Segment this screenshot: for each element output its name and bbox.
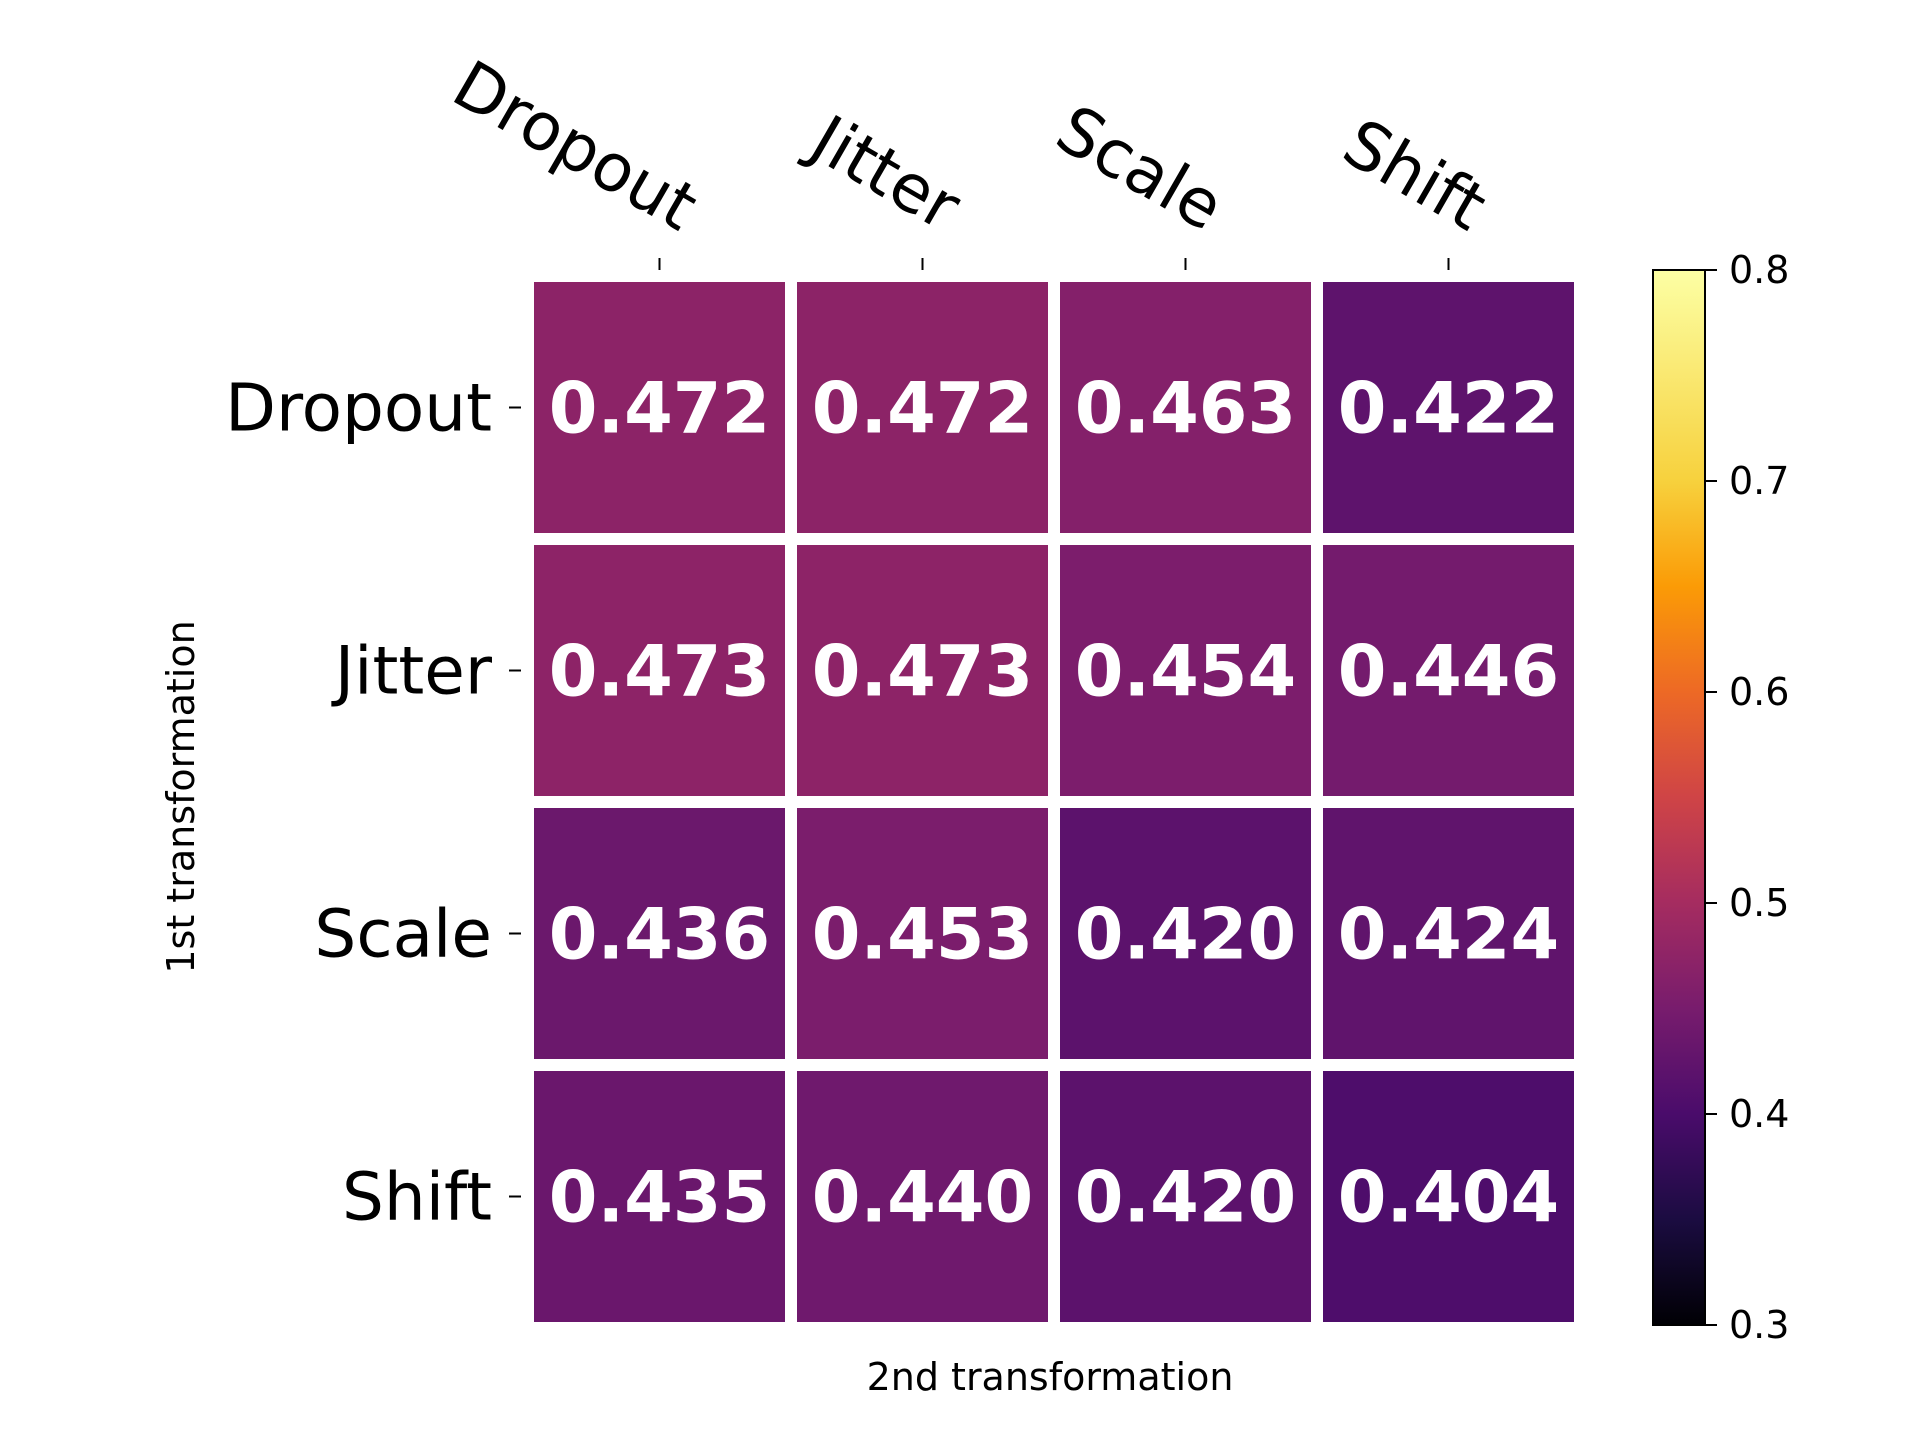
heatmap-cell xyxy=(534,1071,785,1322)
y-axis: Dropout Jitter Scale Shift xyxy=(225,370,521,1236)
cell-value-label: 0.454 xyxy=(1075,631,1296,713)
heatmap-cell xyxy=(797,808,1048,1059)
heatmap-cell xyxy=(534,808,785,1059)
cell-value-label: 0.436 xyxy=(549,894,770,976)
colorbar-gradient xyxy=(1652,269,1706,1326)
heatmap-cell-labels: 0.472 0.472 0.463 0.422 0.473 0.473 0.454 0.446… xyxy=(549,368,1559,1239)
heatmap-cell xyxy=(797,1071,1048,1322)
heatmap-cell xyxy=(797,545,1048,796)
heatmap-cell xyxy=(1060,808,1311,1059)
heatmap-cell xyxy=(1060,545,1311,796)
cell-value-label: 0.404 xyxy=(1338,1157,1559,1239)
cell-value-label: 0.435 xyxy=(549,1157,770,1239)
y-tick-label: Jitter xyxy=(331,633,493,710)
colorbar-tick-label: 0.8 xyxy=(1729,248,1789,292)
heatmap-cell xyxy=(1323,282,1574,533)
cell-value-label: 0.440 xyxy=(812,1157,1033,1239)
y-axis-title: 1st transformation xyxy=(159,620,203,973)
colorbar-tick-label: 0.7 xyxy=(1729,459,1789,503)
x-tick-label: Jitter xyxy=(795,99,974,247)
heatmap-cell xyxy=(534,545,785,796)
heatmap-cell xyxy=(1060,1071,1311,1322)
cell-value-label: 0.424 xyxy=(1338,894,1559,976)
colorbar-tick-label: 0.6 xyxy=(1729,670,1789,714)
heatmap-cell xyxy=(1323,545,1574,796)
cell-value-label: 0.420 xyxy=(1075,894,1296,976)
cell-value-label: 0.463 xyxy=(1075,368,1296,450)
cell-value-label: 0.473 xyxy=(812,631,1033,713)
heatmap-cell xyxy=(797,282,1048,533)
heatmap-cell xyxy=(1323,1071,1574,1322)
cell-value-label: 0.472 xyxy=(549,368,770,450)
colorbar: 0.3 0.4 0.5 0.6 0.7 0.8 xyxy=(1652,248,1789,1347)
colorbar-tick-label: 0.3 xyxy=(1729,1303,1789,1347)
x-tick-label: Dropout xyxy=(440,46,710,246)
cell-value-label: 0.422 xyxy=(1338,368,1559,450)
heatmap-cells xyxy=(534,282,1574,1322)
colorbar-tick-label: 0.4 xyxy=(1729,1092,1789,1136)
cell-value-label: 0.453 xyxy=(812,894,1033,976)
heatmap-cell xyxy=(1060,282,1311,533)
y-tick-label: Scale xyxy=(314,896,492,973)
y-tick-label: Dropout xyxy=(225,370,492,447)
cell-value-label: 0.420 xyxy=(1075,1157,1296,1239)
y-tick-label: Shift xyxy=(342,1159,492,1236)
cell-value-label: 0.446 xyxy=(1338,631,1559,713)
x-tick-label: Scale xyxy=(1044,90,1236,245)
cell-value-label: 0.473 xyxy=(549,631,770,713)
cell-value-label: 0.472 xyxy=(812,368,1033,450)
heatmap-cell xyxy=(534,282,785,533)
x-tick-label: Shift xyxy=(1331,104,1499,246)
colorbar-tick-label: 0.5 xyxy=(1729,881,1789,925)
heatmap-cell xyxy=(1323,808,1574,1059)
x-axis: Dropout Jitter Scale Shift xyxy=(440,46,1499,270)
x-axis-title: 2nd transformation xyxy=(867,1355,1234,1399)
